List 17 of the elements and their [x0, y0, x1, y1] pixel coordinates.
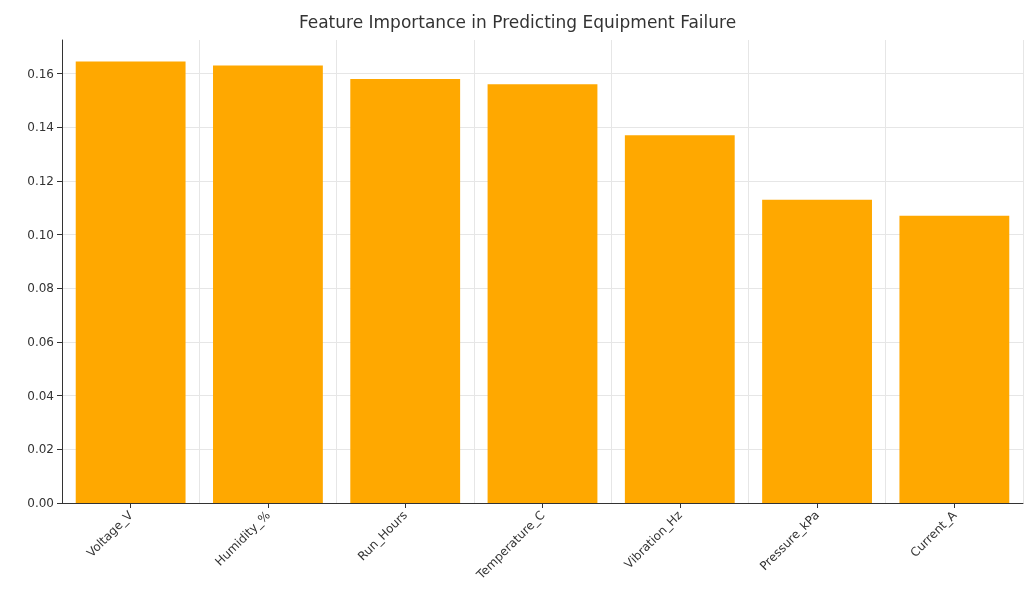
- y-tick-label: 0.14: [27, 120, 54, 135]
- y-tick-label: 0.06: [27, 334, 54, 349]
- y-tick-label: 0.16: [27, 66, 54, 81]
- y-tick-label: 0.08: [27, 281, 54, 296]
- bar: [624, 135, 735, 503]
- bar: [213, 65, 323, 503]
- chart-title: Feature Importance in Predicting Equipment Failure: [298, 11, 737, 32]
- bar: [762, 199, 872, 503]
- y-tick-label: 0.04: [27, 388, 54, 403]
- bar: [75, 61, 186, 503]
- bar: [899, 215, 1010, 503]
- y-tick-label: 0.02: [27, 442, 54, 457]
- y-tick-label: 0.00: [27, 496, 54, 510]
- y-tick-label: 0.10: [27, 227, 54, 242]
- bar: [487, 84, 598, 503]
- bar: [350, 78, 461, 503]
- y-tick-label: 0.12: [27, 173, 54, 188]
